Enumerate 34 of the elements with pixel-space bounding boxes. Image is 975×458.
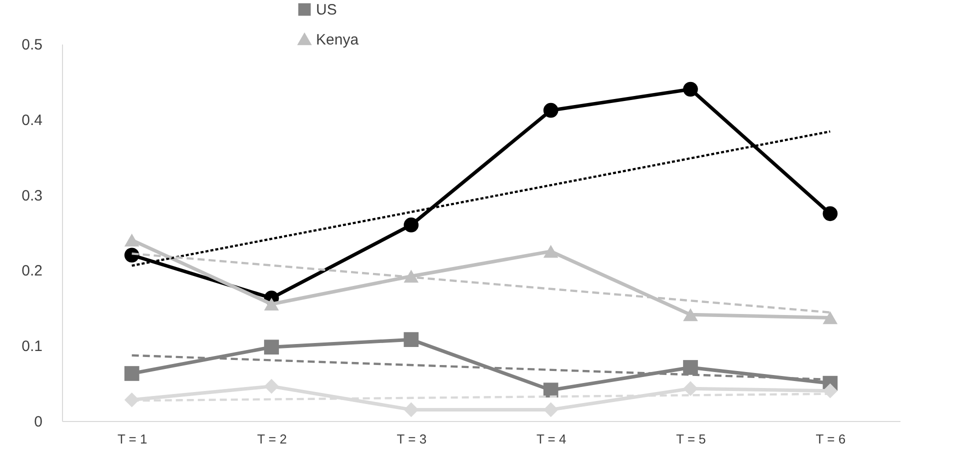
y-tick-label: 0.3 <box>22 187 42 204</box>
point <box>124 366 140 381</box>
x-tick-label: T = 1 <box>117 432 148 446</box>
x-tick-label: T = 3 <box>396 432 427 446</box>
point <box>683 308 698 322</box>
point <box>404 332 419 347</box>
y-tick-label: 0.5 <box>22 36 42 54</box>
point <box>264 378 279 394</box>
point <box>543 102 558 118</box>
point <box>822 206 838 222</box>
point <box>683 381 698 396</box>
x-tick-label: T = 6 <box>816 432 846 446</box>
point <box>404 218 419 232</box>
x-tick-label: T = 4 <box>536 432 566 446</box>
point <box>822 383 838 398</box>
point <box>543 382 558 398</box>
x-tick-label: T = 2 <box>257 432 287 446</box>
legend-label: Kenya <box>316 32 360 48</box>
point <box>264 340 279 355</box>
y-tick-label: 0.2 <box>22 262 42 280</box>
point <box>683 82 698 97</box>
point <box>124 234 140 246</box>
point <box>264 298 279 311</box>
point <box>543 402 558 418</box>
y-tick-label: 0 <box>34 414 42 430</box>
point <box>822 311 838 324</box>
point <box>683 360 698 375</box>
point <box>404 402 419 418</box>
x-tick-label: T = 5 <box>676 432 706 446</box>
y-tick-label: 0.1 <box>22 338 42 356</box>
point <box>543 244 558 258</box>
legend-label: US <box>316 2 337 18</box>
y-tick-label: 0.4 <box>22 112 42 129</box>
point <box>124 248 140 263</box>
